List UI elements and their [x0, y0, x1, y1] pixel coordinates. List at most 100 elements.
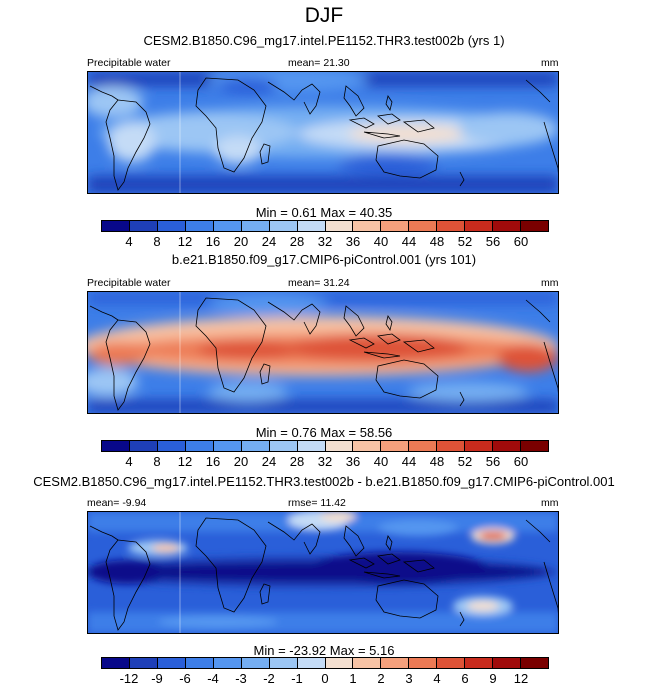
- panel-3-subtitle: CESM2.B1850.C96_mg17.intel.PE1152.THR3.t…: [33, 474, 615, 489]
- colorbar-tick-label: 20: [233, 234, 249, 249]
- panel-2-subtitle: b.e21.B1850.f09_g17.CMIP6-piControl.001 …: [171, 252, 477, 267]
- colorbar-swatch: [437, 658, 466, 668]
- colorbar-tick-label: 56: [485, 454, 501, 469]
- colorbar-swatch: [129, 441, 158, 451]
- colorbar-tick-label: -6: [179, 671, 191, 686]
- panel-1-colorbar: [101, 220, 549, 232]
- panel-1-map: [87, 71, 559, 194]
- panel-2-variable-label: Precipitable water: [87, 277, 171, 289]
- colorbar-tick-label: 0: [321, 671, 329, 686]
- colorbar-tick-label: -2: [263, 671, 275, 686]
- colorbar-swatch: [409, 221, 438, 231]
- colorbar-tick-label: 48: [429, 234, 445, 249]
- colorbar-tick-label: 32: [317, 234, 333, 249]
- panel-3-rmse-label: rmse= 11.42: [288, 497, 346, 509]
- colorbar-tick-label: 4: [433, 671, 441, 686]
- colorbar-swatch: [157, 221, 186, 231]
- colorbar-tick-label: 3: [405, 671, 413, 686]
- colorbar-swatch: [157, 658, 186, 668]
- page-title: DJF: [304, 4, 344, 27]
- colorbar-swatch: [409, 441, 438, 451]
- colorbar-swatch: [241, 658, 270, 668]
- colorbar-tick-label: 16: [205, 234, 221, 249]
- colorbar-swatch: [157, 441, 186, 451]
- panel-3-units-label: mm: [541, 497, 559, 509]
- colorbar-tick-label: -12: [119, 671, 139, 686]
- colorbar-tick-label: 1: [349, 671, 357, 686]
- colorbar-swatch: [241, 221, 270, 231]
- panel-1-mean-label: mean= 21.30: [288, 57, 350, 69]
- panel-3-mean-label: mean= -9.94: [87, 497, 147, 509]
- panel-1-min-max: Min = 0.61 Max = 40.35: [255, 205, 393, 220]
- colorbar-tick-label: -3: [235, 671, 247, 686]
- colorbar-swatch: [269, 441, 298, 451]
- colorbar-swatch: [185, 441, 214, 451]
- colorbar-tick-label: 40: [373, 234, 389, 249]
- colorbar-swatch: [129, 221, 158, 231]
- panel-2-map: [87, 291, 559, 414]
- colorbar-swatch: [241, 441, 270, 451]
- colorbar-tick-label: 12: [177, 454, 193, 469]
- colorbar-swatch: [269, 221, 298, 231]
- colorbar-tick-label: 52: [457, 454, 473, 469]
- colorbar-swatch: [493, 441, 522, 451]
- colorbar-tick-label: 44: [401, 234, 417, 249]
- colorbar-swatch: [381, 658, 410, 668]
- colorbar-tick-label: 2: [377, 671, 385, 686]
- colorbar-tick-label: 60: [513, 234, 529, 249]
- colorbar-swatch: [381, 441, 410, 451]
- colorbar-tick-label: 8: [153, 454, 161, 469]
- colorbar-swatch: [325, 221, 354, 231]
- panel-1-subtitle: CESM2.B1850.C96_mg17.intel.PE1152.THR3.t…: [143, 33, 505, 48]
- colorbar-tick-label: 40: [373, 454, 389, 469]
- colorbar-swatch: [521, 221, 548, 231]
- colorbar-swatch: [325, 441, 354, 451]
- colorbar-tick-label: -1: [291, 671, 303, 686]
- colorbar-tick-label: 4: [125, 234, 133, 249]
- colorbar-swatch: [465, 221, 494, 231]
- colorbar-swatch: [465, 441, 494, 451]
- colorbar-swatch: [102, 441, 130, 451]
- colorbar-swatch: [297, 221, 326, 231]
- colorbar-swatch: [409, 658, 438, 668]
- colorbar-swatch: [521, 658, 548, 668]
- colorbar-swatch: [269, 658, 298, 668]
- colorbar-swatch: [213, 441, 242, 451]
- colorbar-swatch: [102, 221, 130, 231]
- colorbar-swatch: [437, 221, 466, 231]
- panel-1-colorbar-ticks: 4 8 12 16 20 24 28 32 36 40 44 48 52 56 60: [101, 234, 549, 250]
- colorbar-tick-label: 20: [233, 454, 249, 469]
- panel-1-variable-label: Precipitable water: [87, 57, 171, 69]
- colorbar-swatch: [353, 658, 382, 668]
- panel-2-colorbar: [101, 440, 549, 452]
- colorbar-tick-label: 48: [429, 454, 445, 469]
- colorbar-tick-label: 32: [317, 454, 333, 469]
- panel-3-colorbar-ticks: -12 -9 -6 -4 -3 -2 -1 0 1 2 3 4 6 9 12: [101, 671, 549, 687]
- colorbar-swatch: [129, 658, 158, 668]
- panel-1-units-label: mm: [541, 57, 559, 69]
- colorbar-swatch: [325, 658, 354, 668]
- colorbar-tick-label: 36: [345, 454, 361, 469]
- colorbar-swatch: [353, 221, 382, 231]
- colorbar-swatch: [353, 441, 382, 451]
- panel-2-mean-label: mean= 31.24: [288, 277, 350, 289]
- colorbar-tick-label: 12: [177, 234, 193, 249]
- colorbar-swatch: [521, 441, 548, 451]
- colorbar-swatch: [493, 221, 522, 231]
- colorbar-tick-label: 52: [457, 234, 473, 249]
- colorbar-tick-label: 16: [205, 454, 221, 469]
- panel-3-map: [87, 511, 559, 634]
- panel-2-colorbar-ticks: 4 8 12 16 20 24 28 32 36 40 44 48 52 56 60: [101, 454, 549, 470]
- colorbar-tick-label: 12: [513, 671, 529, 686]
- colorbar-tick-label: 6: [461, 671, 469, 686]
- colorbar-tick-label: 24: [261, 454, 277, 469]
- colorbar-swatch: [381, 221, 410, 231]
- colorbar-swatch: [297, 658, 326, 668]
- panel-2-min-max: Min = 0.76 Max = 58.56: [255, 425, 393, 440]
- colorbar-tick-label: 9: [489, 671, 497, 686]
- colorbar-tick-label: -4: [207, 671, 219, 686]
- panel-3-min-max: Min = -23.92 Max = 5.16: [253, 643, 395, 658]
- colorbar-tick-label: 28: [289, 234, 305, 249]
- colorbar-tick-label: -9: [151, 671, 163, 686]
- colorbar-tick-label: 44: [401, 454, 417, 469]
